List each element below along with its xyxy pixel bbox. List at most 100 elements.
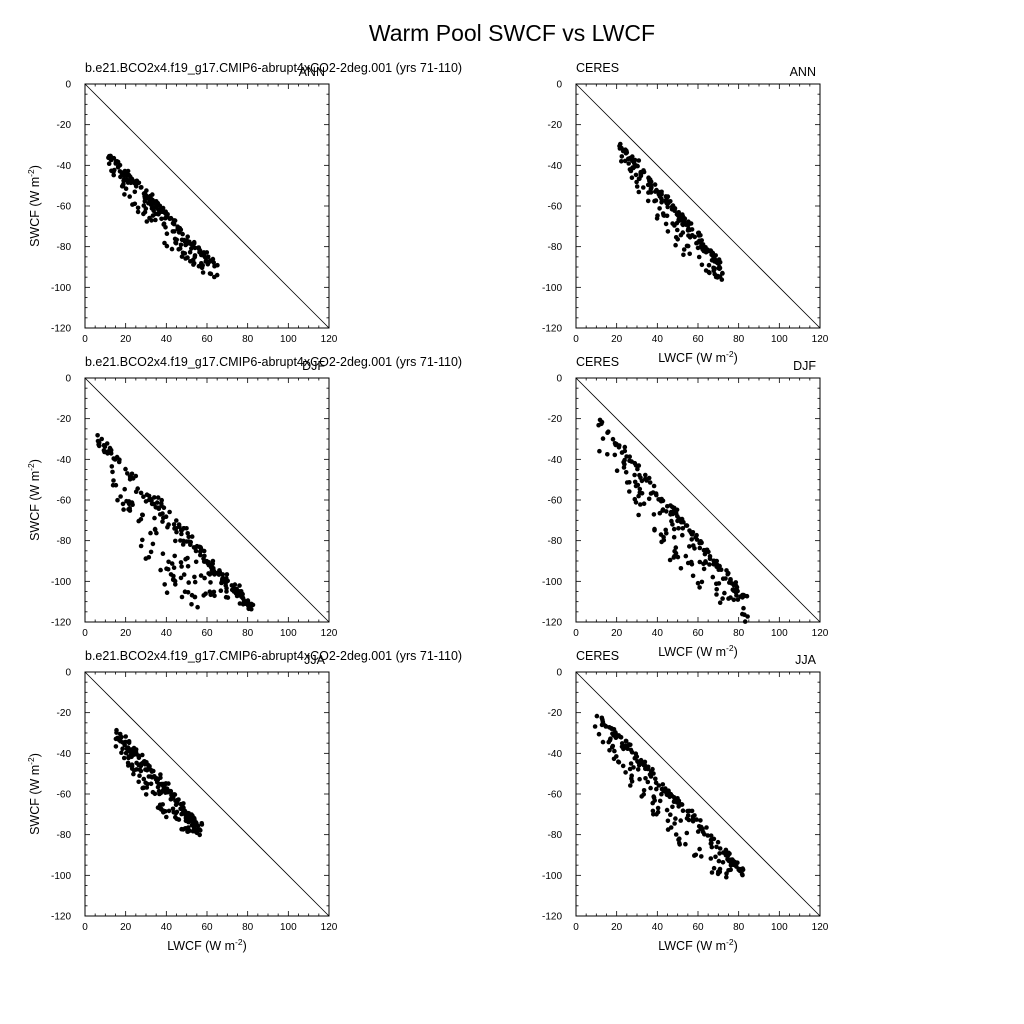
data-point [599, 715, 605, 721]
x-tick-label: 120 [812, 628, 829, 639]
data-point [638, 502, 643, 507]
data-point [141, 203, 147, 208]
data-point [708, 856, 714, 861]
x-tick-label: 100 [771, 922, 788, 933]
y-tick-label: -120 [51, 912, 71, 923]
data-point [135, 205, 141, 211]
data-point [699, 854, 704, 859]
data-point [186, 811, 191, 816]
data-point [192, 594, 198, 600]
figure-title: Warm Pool SWCF vs LWCF [369, 20, 655, 46]
data-point [656, 497, 661, 502]
data-point [178, 575, 184, 581]
data-point [629, 779, 635, 784]
data-point [678, 818, 683, 823]
data-point [643, 476, 648, 482]
data-point [664, 531, 669, 536]
y-tick-label: -80 [548, 536, 563, 547]
data-point [160, 519, 165, 524]
data-point [178, 560, 184, 565]
data-point [689, 537, 694, 542]
x-tick-label: 80 [733, 628, 745, 639]
data-point [618, 141, 623, 147]
y-tick-label: -120 [51, 324, 71, 335]
data-point [654, 812, 659, 817]
data-point [645, 182, 651, 188]
data-point [179, 594, 185, 600]
data-point [678, 566, 684, 571]
data-point [193, 548, 199, 554]
data-point [181, 572, 187, 577]
data-point [614, 754, 619, 759]
data-point [180, 542, 186, 547]
data-point [728, 595, 733, 600]
data-point [220, 575, 225, 581]
data-point [132, 750, 137, 756]
data-point [676, 526, 681, 531]
data-point [208, 258, 213, 263]
data-point [671, 534, 677, 540]
data-point [705, 833, 711, 838]
reference-line [575, 83, 821, 329]
data-point [182, 251, 188, 256]
data-point [171, 792, 177, 797]
data-point [687, 251, 692, 257]
data-point [618, 735, 624, 740]
data-point [170, 229, 176, 234]
y-tick-label: -20 [548, 120, 563, 131]
data-point [659, 200, 664, 205]
data-point [118, 494, 123, 499]
data-point [703, 249, 709, 255]
data-point [694, 537, 700, 542]
data-point [664, 807, 670, 813]
data-point [636, 512, 641, 518]
data-point [129, 471, 135, 477]
data-point [636, 463, 642, 468]
panel-4: 0 20 40 60 80 100 120 0 -20 -40 -60 -80 -100 -120 CERE… [542, 355, 829, 659]
data-point [720, 576, 726, 581]
data-point [162, 240, 167, 246]
data-point [685, 808, 690, 814]
data-point [603, 723, 608, 729]
data-point [717, 265, 723, 271]
y-tick-label: 0 [65, 80, 71, 91]
data-point [664, 509, 669, 514]
data-point [663, 221, 669, 227]
data-point [109, 464, 115, 469]
data-point [174, 518, 179, 523]
data-point [210, 561, 215, 567]
panel-right-label: JJA [304, 653, 326, 667]
panel-left-label: CERES [576, 61, 619, 75]
data-point [664, 213, 670, 219]
x-tick-label: 0 [573, 334, 579, 345]
data-point [136, 779, 141, 785]
data-point [636, 493, 641, 499]
data-point [134, 760, 139, 766]
y-tick-label: -20 [57, 708, 72, 719]
data-point [723, 852, 729, 858]
panel-1: 0 20 40 60 80 100 120 0 -20 -40 -60 -80 -100 -120 b.e2… [26, 61, 462, 345]
data-point [702, 551, 708, 557]
data-point [121, 181, 126, 187]
data-point [242, 598, 247, 604]
data-point [635, 466, 640, 472]
data-point [144, 219, 150, 224]
data-point [641, 169, 647, 175]
data-point [669, 504, 675, 510]
x-tick-label: 80 [733, 922, 745, 933]
data-point [115, 735, 120, 741]
data-point [695, 580, 701, 586]
data-point [166, 808, 172, 814]
data-point [659, 786, 665, 792]
data-point [192, 579, 198, 585]
data-point [651, 483, 657, 489]
scatter-points [95, 433, 256, 612]
y-tick-label: -40 [548, 749, 563, 760]
data-point [163, 790, 168, 795]
data-point [173, 582, 178, 587]
data-point [600, 436, 606, 441]
data-point [720, 860, 726, 865]
data-point [672, 223, 677, 228]
data-point [123, 734, 128, 739]
